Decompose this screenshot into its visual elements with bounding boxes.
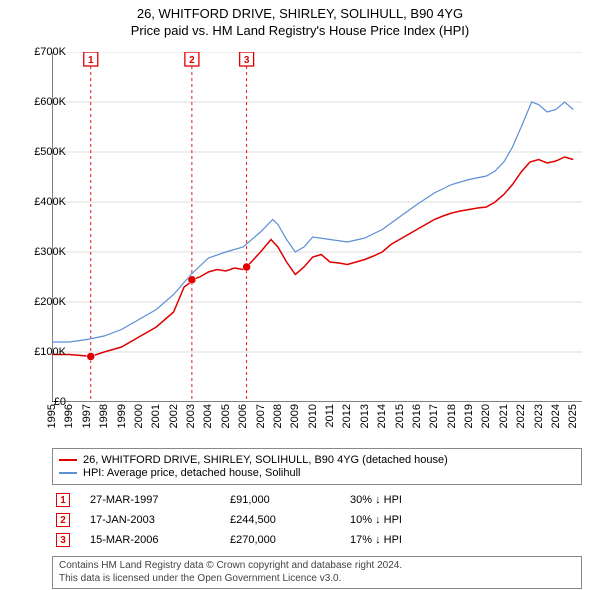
x-tick-label: 2013 [359, 404, 371, 428]
svg-text:1: 1 [88, 55, 94, 66]
sale-marker-number: 2 [56, 513, 70, 527]
sale-delta: 30% ↓ HPI [350, 494, 470, 506]
x-tick-label: 2021 [498, 404, 510, 428]
x-tick-label: 2002 [168, 404, 180, 428]
sale-delta: 10% ↓ HPI [350, 514, 470, 526]
x-tick-label: 2000 [133, 404, 145, 428]
x-tick-label: 2016 [411, 404, 423, 428]
x-tick-label: 1997 [81, 404, 93, 428]
x-tick-label: 2017 [428, 404, 440, 428]
legend-box: 26, WHITFORD DRIVE, SHIRLEY, SOLIHULL, B… [52, 448, 582, 485]
legend-swatch [59, 459, 77, 461]
title-subtitle: Price paid vs. HM Land Registry's House … [0, 23, 600, 38]
footer-line2: This data is licensed under the Open Gov… [59, 573, 575, 586]
legend-label: 26, WHITFORD DRIVE, SHIRLEY, SOLIHULL, B… [83, 454, 448, 466]
chart-svg: 1 2 3 [52, 52, 582, 402]
x-tick-label: 2004 [202, 404, 214, 428]
legend-row: 26, WHITFORD DRIVE, SHIRLEY, SOLIHULL, B… [59, 454, 575, 466]
x-tick-label: 2003 [185, 404, 197, 428]
sales-table-row: 1 27-MAR-1997 £91,000 30% ↓ HPI [52, 490, 582, 510]
legend-label: HPI: Average price, detached house, Soli… [83, 467, 301, 479]
x-tick-label: 2019 [463, 404, 475, 428]
x-tick-label: 1999 [116, 404, 128, 428]
x-tick-label: 2012 [341, 404, 353, 428]
svg-text:3: 3 [244, 55, 250, 66]
x-tick-label: 2022 [515, 404, 527, 428]
x-tick-label: 2011 [324, 404, 336, 428]
sale-price: £244,500 [230, 514, 330, 526]
x-tick-label: 2023 [533, 404, 545, 428]
x-tick-label: 1998 [98, 404, 110, 428]
y-tick-label: £700K [18, 46, 66, 58]
sale-date: 17-JAN-2003 [90, 514, 210, 526]
y-tick-label: £300K [18, 246, 66, 258]
svg-text:2: 2 [189, 55, 195, 66]
x-tick-label: 2014 [376, 404, 388, 428]
x-tick-label: 2015 [394, 404, 406, 428]
sales-table-row: 2 17-JAN-2003 £244,500 10% ↓ HPI [52, 510, 582, 530]
x-tick-label: 2018 [446, 404, 458, 428]
sale-price: £270,000 [230, 534, 330, 546]
y-tick-label: £600K [18, 96, 66, 108]
x-tick-label: 1995 [46, 404, 58, 428]
x-tick-label: 2025 [567, 404, 579, 428]
sale-date: 27-MAR-1997 [90, 494, 210, 506]
sale-marker-number: 3 [56, 533, 70, 547]
x-tick-label: 2006 [237, 404, 249, 428]
y-tick-label: £100K [18, 346, 66, 358]
x-tick-label: 2010 [307, 404, 319, 428]
x-tick-label: 2009 [289, 404, 301, 428]
legend-row: HPI: Average price, detached house, Soli… [59, 467, 575, 479]
sales-table: 1 27-MAR-1997 £91,000 30% ↓ HPI 2 17-JAN-2003… [52, 490, 582, 550]
y-tick-label: £400K [18, 196, 66, 208]
chart-container: 26, WHITFORD DRIVE, SHIRLEY, SOLIHULL, B… [0, 0, 600, 590]
y-tick-label: £500K [18, 146, 66, 158]
x-tick-label: 2020 [480, 404, 492, 428]
chart-area: 1 2 3 [52, 52, 582, 402]
legend-swatch [59, 472, 77, 474]
title-address: 26, WHITFORD DRIVE, SHIRLEY, SOLIHULL, B… [0, 6, 600, 21]
sale-date: 15-MAR-2006 [90, 534, 210, 546]
footer-attribution: Contains HM Land Registry data © Crown c… [52, 556, 582, 589]
x-tick-label: 2007 [255, 404, 267, 428]
title-block: 26, WHITFORD DRIVE, SHIRLEY, SOLIHULL, B… [0, 0, 600, 40]
footer-line1: Contains HM Land Registry data © Crown c… [59, 560, 575, 573]
sales-table-row: 3 15-MAR-2006 £270,000 17% ↓ HPI [52, 530, 582, 550]
sale-price: £91,000 [230, 494, 330, 506]
x-tick-label: 2024 [550, 404, 562, 428]
y-tick-label: £200K [18, 296, 66, 308]
sale-marker-number: 1 [56, 493, 70, 507]
y-tick-label: £0 [18, 396, 66, 408]
sale-delta: 17% ↓ HPI [350, 534, 470, 546]
x-tick-label: 2005 [220, 404, 232, 428]
x-tick-label: 1996 [63, 404, 75, 428]
x-tick-label: 2008 [272, 404, 284, 428]
x-tick-label: 2001 [150, 404, 162, 428]
